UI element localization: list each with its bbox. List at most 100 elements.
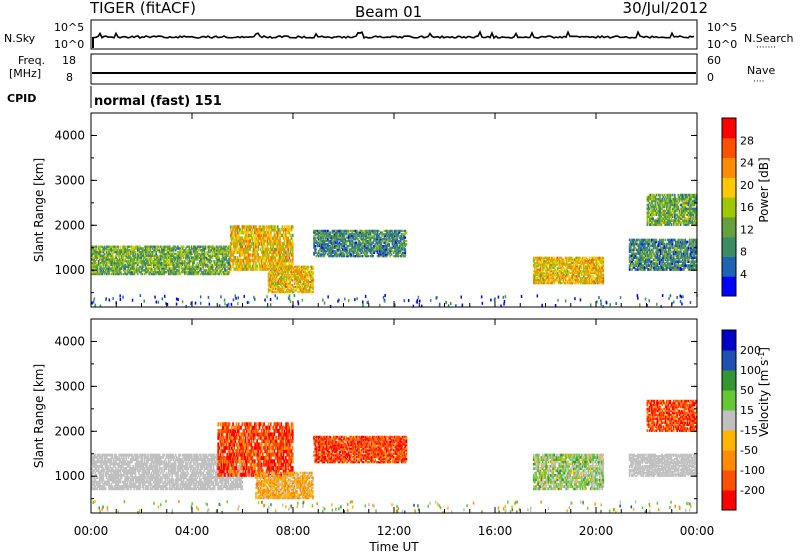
echo-cell <box>535 263 537 266</box>
nsearch-tick-low: 10^0 <box>707 38 737 51</box>
echo-cell <box>589 266 592 270</box>
echo-cell <box>567 265 569 268</box>
echo-cell <box>163 258 165 261</box>
echo-cell <box>661 250 663 254</box>
echo-cell <box>218 252 221 256</box>
echo-cell <box>257 239 260 243</box>
echo-cell <box>270 236 272 240</box>
echo-cell <box>365 250 367 253</box>
echo-cell <box>671 246 674 250</box>
echo-cell <box>543 273 545 276</box>
nsky-strip-frame <box>90 19 698 50</box>
echo-cell <box>345 243 348 246</box>
echo-cell <box>245 239 248 243</box>
echo-cell <box>131 267 133 270</box>
echo-cell <box>649 252 652 256</box>
echo-cell <box>242 267 245 271</box>
echo-cell <box>118 260 121 263</box>
echo-cell <box>114 249 116 252</box>
echo-cell <box>156 267 159 270</box>
echo-cell <box>266 261 269 266</box>
echo-cell <box>210 256 213 259</box>
echo-cell <box>354 233 357 236</box>
echo-cell <box>343 250 345 253</box>
echo-cell <box>136 245 139 248</box>
echo-cell <box>550 266 552 270</box>
echo-cell <box>296 279 298 282</box>
echo-cell <box>289 282 291 285</box>
echo-cell <box>677 258 680 261</box>
echo-cell <box>642 238 645 242</box>
echo-cell <box>132 265 134 268</box>
echo-cell <box>395 231 397 234</box>
echo-cell <box>310 279 313 282</box>
echo-cell <box>572 261 575 265</box>
echo-cell <box>298 287 301 290</box>
echo-cell <box>363 253 366 256</box>
echo-cell <box>585 273 587 276</box>
echo-cell <box>290 233 293 238</box>
echo-cell <box>351 250 354 253</box>
echo-cell <box>281 274 284 277</box>
echo-cell <box>656 252 659 256</box>
echo-cell <box>283 270 286 273</box>
echo-cell <box>262 239 264 243</box>
echo-cell <box>288 264 291 268</box>
echo-cell <box>136 254 139 257</box>
echo-cell <box>382 253 385 256</box>
freq-tick-low: 8 <box>66 71 73 84</box>
echo-cell <box>658 238 661 242</box>
echo-cell <box>276 236 279 240</box>
echo-cell <box>161 247 163 250</box>
echo-cell <box>172 249 175 252</box>
echo-cell <box>299 287 302 290</box>
echo-cell <box>182 267 185 270</box>
echo-cell <box>159 271 162 274</box>
echo-cell <box>586 265 589 268</box>
echo-cell <box>123 247 125 250</box>
echo-cell <box>220 245 223 248</box>
echo-cell <box>220 252 223 256</box>
echo-cell <box>286 267 288 271</box>
echo-cell <box>200 249 202 252</box>
echo-cell <box>339 250 342 253</box>
echo-cell <box>334 233 336 236</box>
echo-cell <box>146 263 148 267</box>
echo-cell <box>369 251 372 254</box>
echo-cell <box>210 263 213 267</box>
echo-cell <box>655 264 658 267</box>
echo-cell <box>586 276 589 280</box>
echo-cell <box>193 249 195 252</box>
echo-cell <box>658 262 661 265</box>
echo-cell <box>195 258 198 261</box>
echo-cell <box>334 244 336 248</box>
echo-cell <box>568 260 570 263</box>
echo-cell <box>305 272 307 275</box>
echo-cell <box>382 255 385 258</box>
nave-label: Nave <box>747 64 775 77</box>
echo-cell <box>200 260 202 263</box>
echo-cell <box>173 247 176 250</box>
echo-cell <box>642 252 645 256</box>
echo-cell <box>301 269 304 272</box>
echo-cell <box>205 272 208 276</box>
echo-cell <box>383 238 386 241</box>
echo-cell <box>166 254 169 257</box>
echo-cell <box>655 250 658 254</box>
echo-cell <box>197 245 200 248</box>
echo-cell <box>556 256 559 259</box>
echo-cell <box>640 262 643 265</box>
echo-cell <box>643 266 646 269</box>
echo-cell <box>366 246 369 249</box>
echo-cell <box>543 280 545 283</box>
echo-cell <box>290 272 293 275</box>
echo-cell <box>271 284 273 287</box>
echo-cell <box>109 261 112 265</box>
echo-cell <box>546 271 549 275</box>
echo-cell <box>233 250 235 254</box>
echo-cell <box>189 271 192 274</box>
echo-cell <box>282 242 285 246</box>
echo-cell <box>304 265 306 268</box>
echo-cell <box>304 275 306 279</box>
echo-cell <box>599 276 601 280</box>
